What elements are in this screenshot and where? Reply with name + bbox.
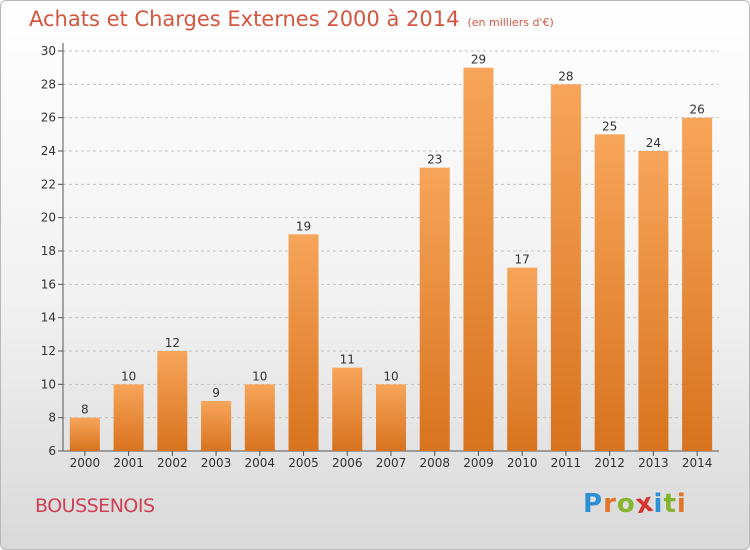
x-tick-label: 2010 [507,456,538,470]
y-tick-label: 14 [41,311,56,325]
logo-letter: o [616,489,636,519]
chart-title: Achats et Charges Externes 2000 à 2014 (e… [29,7,554,31]
x-tick-label: 2013 [638,456,669,470]
data-label: 28 [558,69,573,83]
x-tick-label: 2002 [157,456,188,470]
data-label: 10 [252,369,267,383]
data-label: 10 [121,369,136,383]
bar [201,401,232,451]
bars [69,67,713,452]
logo-letter: i [653,489,664,519]
x-tick-label: 2001 [113,456,144,470]
data-label: 11 [340,353,355,367]
x-tick-label: 2007 [376,456,407,470]
bar [419,167,450,451]
x-tick-label: 2006 [332,456,363,470]
bar [376,384,406,451]
y-tick-label: 26 [41,111,56,125]
chart-unit: (en milliers d'€) [467,16,554,29]
data-label: 24 [646,136,661,150]
x-tick-label: 2012 [594,456,625,470]
y-tick-label: 20 [41,211,56,225]
y-tick-label: 18 [41,244,56,258]
data-label: 17 [515,253,530,267]
y-tick-label: 28 [41,77,56,91]
labels: 6 8 10 12 14 16 18 20 22 24 26 28 30 8 2000 10 2001 12 200… [41,44,713,470]
logo-letter: P [583,489,604,519]
y-tick-label: 16 [41,277,56,291]
bar [332,367,363,451]
y-tick-label: 24 [41,144,56,158]
data-label: 19 [296,219,311,233]
y-tick-label: 10 [41,377,56,391]
bar [682,117,713,452]
y-tick-label: 22 [41,177,56,191]
data-label: 8 [81,403,89,417]
logo-letter: i [676,489,687,519]
x-tick-label: 2005 [288,456,319,470]
bar [244,384,275,451]
bar [638,151,669,451]
data-label: 29 [471,53,486,67]
bar [550,84,581,451]
logo-letter: r [603,489,617,519]
bar [113,384,144,451]
bar [507,267,538,451]
x-tick-label: 2008 [419,456,450,470]
bar [594,134,625,452]
data-label: 26 [689,103,704,117]
data-label: 25 [602,119,617,133]
x-tick-label: 2014 [682,456,713,470]
x-tick-label: 2000 [70,456,101,470]
bar [288,234,319,451]
data-label: 9 [212,386,220,400]
data-label: 23 [427,153,442,167]
data-label: 12 [165,336,180,350]
y-tick-label: 8 [48,411,56,425]
x-tick-label: 2003 [201,456,232,470]
data-label: 10 [383,369,398,383]
commune-name: BOUSSENOIS [35,495,155,517]
y-tick-label: 12 [41,344,56,358]
x-tick-label: 2009 [463,456,494,470]
bar [157,351,188,451]
chart-title-text: Achats et Charges Externes 2000 à 2014 [29,7,460,31]
y-tick-label: 6 [48,444,56,458]
bar [69,417,100,451]
x-tick-label: 2004 [245,456,276,470]
y-tick-label: 30 [41,44,56,58]
bar [463,67,494,452]
logo-letter: t [663,489,677,519]
proxiti-logo: Proxiti [583,488,687,521]
x-tick-label: 2011 [551,456,582,470]
